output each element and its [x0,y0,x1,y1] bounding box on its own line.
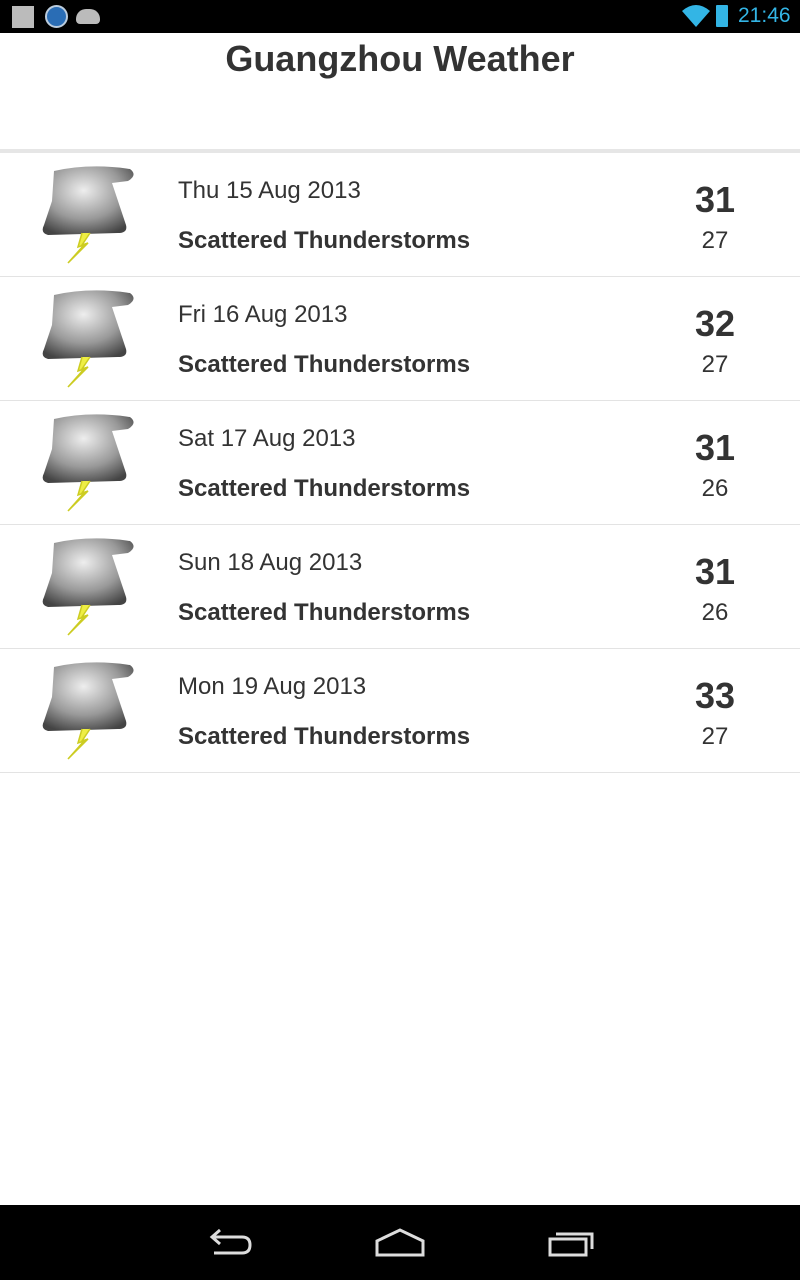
thunderstorm-icon [40,411,136,517]
low-temperature: 27 [701,723,729,750]
forecast-list: Thu 15 Aug 2013 Scattered Thunderstorms 31… [0,153,800,773]
high-temperature: 31 [694,551,736,592]
header-divider [0,149,800,153]
forecast-date: Mon 19 Aug 2013 [178,673,367,700]
low-temperature: 26 [701,475,729,502]
thunderstorm-icon [40,659,136,765]
status-bar: 21:46 [0,0,800,33]
forecast-row[interactable]: Thu 15 Aug 2013 Scattered Thunderstorms 31… [0,153,800,277]
high-temperature: 31 [694,427,736,468]
forecast-condition: Scattered Thunderstorms [178,227,471,254]
navigation-bar [0,1205,800,1280]
low-temperature: 27 [701,351,729,378]
recent-apps-icon[interactable] [542,1225,602,1261]
home-icon[interactable] [370,1225,430,1261]
forecast-date: Fri 16 Aug 2013 [178,301,348,328]
clock: 21:46 [738,4,791,27]
android-icon [76,9,100,24]
thunderstorm-icon [40,287,136,393]
ebay-icon [12,6,34,28]
high-temperature: 31 [694,179,736,220]
forecast-condition: Scattered Thunderstorms [178,599,471,626]
wifi-icon [682,5,710,27]
k-app-icon [45,5,68,28]
page-title: Guangzhou Weather [225,38,575,79]
thunderstorm-icon [40,535,136,641]
forecast-date: Thu 15 Aug 2013 [178,177,361,204]
forecast-condition: Scattered Thunderstorms [178,475,471,502]
forecast-row[interactable]: Sat 17 Aug 2013 Scattered Thunderstorms 31… [0,401,800,525]
forecast-date: Sat 17 Aug 2013 [178,425,356,452]
forecast-date: Sun 18 Aug 2013 [178,549,363,576]
forecast-condition: Scattered Thunderstorms [178,723,471,750]
battery-charging-icon [716,5,728,27]
low-temperature: 27 [701,227,729,254]
high-temperature: 33 [694,675,736,716]
back-icon[interactable] [200,1225,260,1261]
high-temperature: 32 [694,303,736,344]
forecast-row[interactable]: Fri 16 Aug 2013 Scattered Thunderstorms 32… [0,277,800,401]
forecast-row[interactable]: Sun 18 Aug 2013 Scattered Thunderstorms 31… [0,525,800,649]
forecast-row[interactable]: Mon 19 Aug 2013 Scattered Thunderstorms 33… [0,649,800,773]
low-temperature: 26 [701,599,729,626]
forecast-condition: Scattered Thunderstorms [178,351,471,378]
thunderstorm-icon [40,163,136,269]
